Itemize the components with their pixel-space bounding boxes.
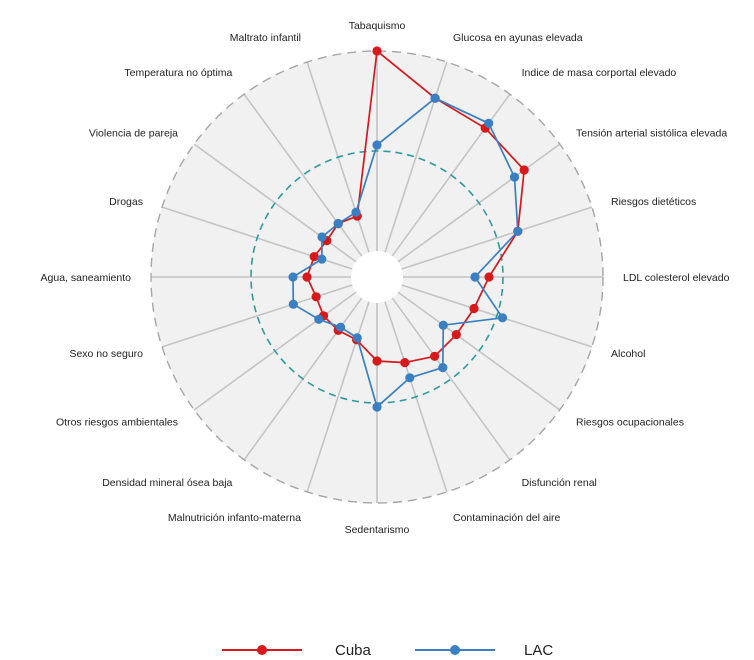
point-lac-otros-riesgos-ambientales xyxy=(314,314,324,324)
category-label-indice-de-masa-corportal-elevado: Indice de masa corportal elevado xyxy=(522,67,677,79)
point-cuba-tabaquismo xyxy=(372,46,382,56)
category-label-ldl-colesterol-elevado: LDL colesterol elevado xyxy=(623,272,730,284)
category-label-tabaquismo: Tabaquismo xyxy=(349,20,406,32)
point-lac-riesgos-dieteticos xyxy=(513,226,523,236)
category-label-riesgos-ocupacionales: Riesgos ocupacionales xyxy=(576,417,684,429)
category-label-agua-saneamiento: Agua, saneamiento xyxy=(41,272,132,284)
point-cuba-tension-arterial-sistolica-elevada xyxy=(519,165,529,175)
point-cuba-drogas xyxy=(309,252,319,262)
spoke-riesgos-dieteticos xyxy=(401,206,593,270)
category-label-sedentarismo: Sedentarismo xyxy=(345,524,410,536)
point-lac-indice-de-masa-corportal-elevado xyxy=(484,118,494,128)
point-lac-sedentarismo xyxy=(372,402,382,412)
category-label-otros-riesgos-ambientales: Otros riesgos ambientales xyxy=(56,417,178,429)
category-label-densidad-mineral-osea-baja: Densidad mineral ósea baja xyxy=(102,477,232,489)
point-cuba-sexo-no-seguro xyxy=(311,292,321,302)
category-label-violencia-de-pareja: Violencia de pareja xyxy=(89,127,178,139)
point-cuba-agua-saneamiento xyxy=(302,272,312,282)
point-lac-contaminacion-del-aire xyxy=(405,373,415,383)
point-lac-agua-saneamiento xyxy=(288,272,298,282)
spoke-malnutricion-infanto-materna xyxy=(306,301,370,493)
category-label-alcohol: Alcohol xyxy=(611,348,645,360)
point-lac-malnutricion-infanto-materna xyxy=(352,333,362,343)
category-label-maltrato-infantil: Maltrato infantil xyxy=(230,32,301,44)
category-label-malnutricion-infanto-materna: Malnutrición infanto-materna xyxy=(168,512,301,524)
point-lac-sexo-no-seguro xyxy=(288,299,298,309)
point-cuba-alcohol xyxy=(469,303,479,314)
legend-label-cuba: Cuba xyxy=(335,642,372,659)
spoke-glucosa-en-ayunas-elevada xyxy=(384,61,448,253)
category-label-riesgos-dieteticos: Riesgos dietéticos xyxy=(611,196,696,208)
legend-item-cuba: Cuba xyxy=(222,642,372,659)
point-cuba-ldl-colesterol-elevado xyxy=(484,272,494,282)
point-lac-temperatura-no-optima xyxy=(333,219,343,229)
point-lac-drogas xyxy=(317,254,327,264)
point-cuba-sedentarismo xyxy=(372,356,382,366)
point-cuba-contaminacion-del-aire xyxy=(400,358,410,368)
point-lac-densidad-mineral-osea-baja xyxy=(336,322,346,332)
point-lac-violencia-de-pareja xyxy=(317,232,327,242)
legend-label-lac: LAC xyxy=(524,642,553,659)
category-label-tension-arterial-sistolica-elevada: Tensión arterial sistólica elevada xyxy=(576,127,727,139)
category-labels: Tabaquismo Glucosa en ayunas elevada Indic… xyxy=(41,20,730,536)
point-lac-alcohol xyxy=(497,313,508,323)
legend-marker-cuba xyxy=(257,645,267,655)
spoke-riesgos-ocupacionales xyxy=(397,291,561,411)
radar-background xyxy=(151,51,603,503)
point-lac-ldl-colesterol-elevado xyxy=(470,272,480,282)
spoke-sexo-no-seguro xyxy=(161,284,353,348)
center-hole xyxy=(351,251,403,303)
category-label-temperatura-no-optima: Temperatura no óptima xyxy=(124,67,232,79)
category-label-glucosa-en-ayunas-elevada: Glucosa en ayunas elevada xyxy=(453,32,583,44)
spoke-temperatura-no-optima xyxy=(243,93,363,257)
reference-circle-1 xyxy=(150,50,604,504)
radar-series xyxy=(288,46,529,412)
legend-item-lac: LAC xyxy=(415,642,553,659)
series-lac xyxy=(288,93,523,412)
point-lac-tabaquismo xyxy=(372,140,382,150)
point-lac-riesgos-ocupacionales xyxy=(438,320,448,330)
point-lac-tension-arterial-sistolica-elevada xyxy=(509,172,520,182)
point-lac-glucosa-en-ayunas-elevada xyxy=(430,93,440,103)
legend: Cuba LAC xyxy=(222,642,553,659)
category-label-disfuncion-renal: Disfunción renal xyxy=(522,477,597,489)
legend-marker-lac xyxy=(450,645,460,655)
point-cuba-disfuncion-renal xyxy=(430,351,440,361)
category-label-drogas: Drogas xyxy=(109,196,143,208)
category-label-contaminacion-del-aire: Contaminación del aire xyxy=(453,512,561,524)
category-label-sexo-no-seguro: Sexo no seguro xyxy=(69,348,143,360)
point-lac-maltrato-infantil xyxy=(351,207,361,217)
point-lac-disfuncion-renal xyxy=(438,363,448,373)
point-cuba-riesgos-ocupacionales xyxy=(451,330,461,340)
spoke-disfuncion-renal xyxy=(391,297,511,461)
